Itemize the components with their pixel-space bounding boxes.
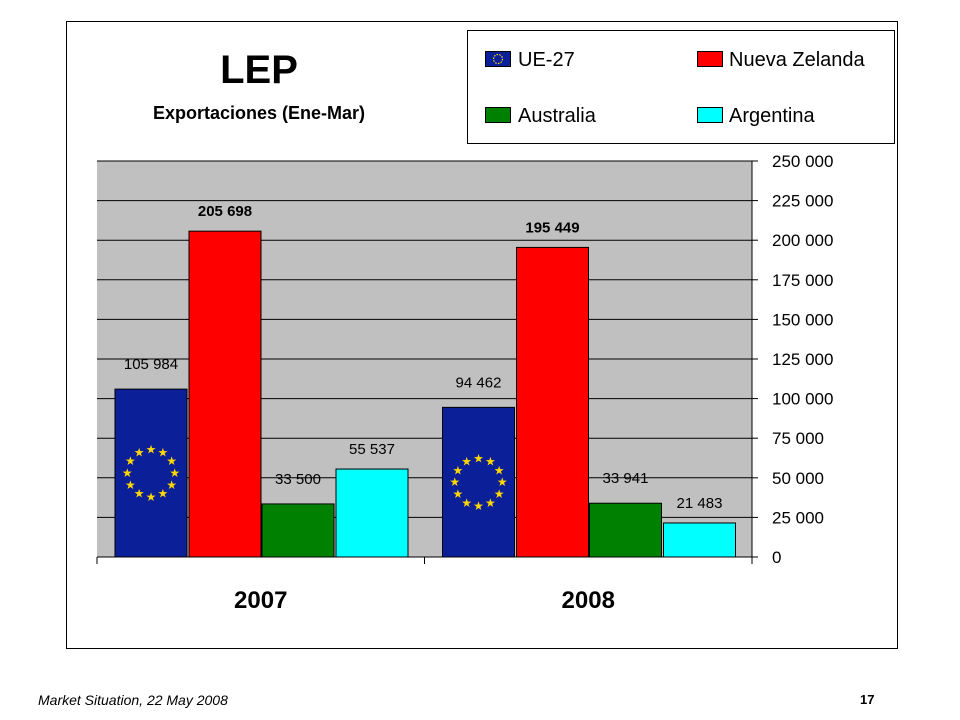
bar xyxy=(516,246,589,558)
bar xyxy=(442,406,515,558)
eu-star-icon: ★ xyxy=(122,466,133,480)
data-label: 33 941 xyxy=(603,470,649,487)
eu-star-icon: ★ xyxy=(169,466,180,480)
eu-star-icon: ★ xyxy=(157,445,168,459)
eu-star-icon: ★ xyxy=(125,478,136,492)
eu-star-icon: ★ xyxy=(473,499,484,513)
data-label: 195 449 xyxy=(525,219,579,236)
footer-source: Market Situation, 22 May 2008 xyxy=(38,692,228,708)
y-tick-label: 225 000 xyxy=(772,192,833,211)
legend-swatch-ue27 xyxy=(485,51,511,67)
eu-star-icon: ★ xyxy=(453,463,464,477)
eu-star-icon: ★ xyxy=(125,454,136,468)
eu-star-icon: ★ xyxy=(473,451,484,465)
legend-swatch-nueva-zelanda xyxy=(697,51,723,67)
y-tick-label: 0 xyxy=(772,548,781,567)
data-label: 21 483 xyxy=(677,495,723,512)
bar xyxy=(663,522,736,558)
eu-star-icon: ★ xyxy=(461,455,472,469)
chart-title: LEP xyxy=(220,48,298,92)
data-label: 205 698 xyxy=(198,203,252,220)
bar xyxy=(114,388,188,558)
eu-star-icon: ★ xyxy=(134,445,145,459)
eu-star-icon: ★ xyxy=(146,490,157,504)
eu-star-icon: ★ xyxy=(494,487,505,501)
y-tick-label: 150 000 xyxy=(772,310,833,329)
y-tick-label: 25 000 xyxy=(772,508,824,527)
eu-star-icon: ★ xyxy=(166,454,177,468)
y-tick-label: 100 000 xyxy=(772,390,833,409)
legend-label-argentina: Argentina xyxy=(729,105,815,127)
eu-star-icon: ★ xyxy=(166,478,177,492)
legend-label-nueva-zelanda: Nueva Zelanda xyxy=(729,49,865,71)
bar xyxy=(589,502,662,558)
eu-star-icon: ★ xyxy=(449,475,460,489)
legend-label-ue27: UE-27 xyxy=(518,49,575,71)
y-tick-label: 125 000 xyxy=(772,350,833,369)
x-category-label: 2008 xyxy=(562,587,615,614)
eu-flag-icon xyxy=(492,53,504,65)
y-tick-label: 175 000 xyxy=(772,271,833,290)
data-label: 105 984 xyxy=(124,356,178,373)
y-tick-label: 75 000 xyxy=(772,429,824,448)
eu-star-icon: ★ xyxy=(461,496,472,510)
eu-star-icon: ★ xyxy=(485,455,496,469)
bar xyxy=(335,468,409,558)
legend-swatch-argentina xyxy=(697,107,723,123)
eu-star-icon: ★ xyxy=(134,487,145,501)
y-tick-label: 200 000 xyxy=(772,231,833,250)
bar xyxy=(261,503,335,558)
data-label: 94 462 xyxy=(456,374,502,391)
x-category-label: 2007 xyxy=(234,587,287,614)
y-tick-label: 250 000 xyxy=(772,152,833,171)
eu-star-icon: ★ xyxy=(494,463,505,477)
eu-star-icon: ★ xyxy=(497,475,508,489)
y-tick-label: 50 000 xyxy=(772,469,824,488)
data-label: 33 500 xyxy=(275,471,321,488)
chart-legend: UE-27 Nueva Zelanda Australia Argentina xyxy=(467,30,895,144)
chart-subtitle: Exportaciones (Ene-Mar) xyxy=(152,103,366,123)
eu-star-icon: ★ xyxy=(146,442,157,456)
eu-star-icon: ★ xyxy=(485,496,496,510)
legend-swatch-australia xyxy=(485,107,511,123)
legend-label-australia: Australia xyxy=(518,105,596,127)
bar xyxy=(188,230,262,558)
page-number: 17 xyxy=(860,692,875,707)
data-label: 55 537 xyxy=(349,441,395,458)
eu-star-icon: ★ xyxy=(157,487,168,501)
eu-star-icon: ★ xyxy=(453,487,464,501)
